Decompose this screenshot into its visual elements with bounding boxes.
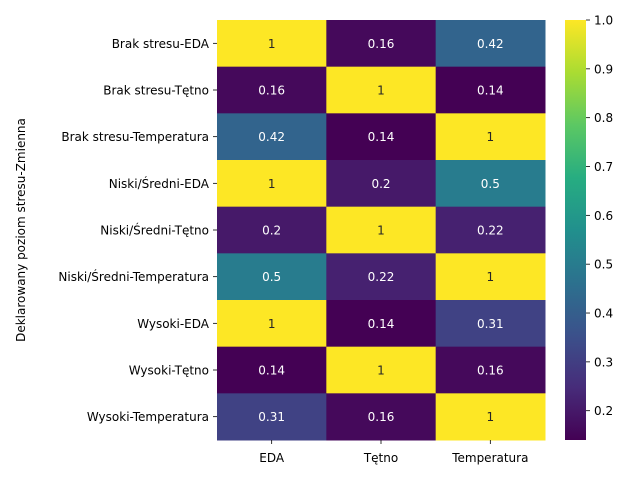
heatmap-cell bbox=[217, 346, 327, 394]
heatmap-cell-label: 0.5 bbox=[481, 177, 500, 191]
heatmap-cell bbox=[326, 206, 437, 254]
heatmap-cell-label: 0.2 bbox=[262, 224, 281, 238]
heatmap-cell bbox=[217, 300, 327, 348]
y-tick-label: Brak stresu-Tętno bbox=[103, 84, 209, 98]
colorbar-tick-label: 1.0 bbox=[594, 14, 613, 28]
y-tick-label: Niski/Średni-EDA bbox=[109, 176, 210, 191]
heatmap-cell bbox=[435, 253, 546, 301]
heatmap-cell bbox=[435, 346, 546, 394]
heatmap-cell bbox=[217, 393, 327, 441]
heatmap-cell-label: 0.16 bbox=[368, 37, 395, 51]
heatmap-cell-label: 0.14 bbox=[258, 364, 285, 378]
heatmap-cell-label: 1 bbox=[377, 364, 385, 378]
heatmap-cell-label: 0.14 bbox=[368, 317, 395, 331]
colorbar-tick-label: 0.4 bbox=[594, 307, 613, 321]
y-axis-ticks: Brak stresu-EDA Brak stresu-Tętno Brak str… bbox=[58, 37, 217, 424]
colorbar-tick-label: 0.8 bbox=[594, 111, 613, 125]
heatmap-cell-label: 0.31 bbox=[258, 410, 285, 424]
y-tick-label: Wysoki-Tętno bbox=[129, 364, 209, 378]
heatmap-cell bbox=[435, 206, 546, 254]
colorbar-tick-label: 0.9 bbox=[594, 62, 613, 76]
heatmap-cell bbox=[435, 20, 546, 68]
heatmap-cell-label: 0.16 bbox=[258, 84, 285, 98]
x-axis-ticks: EDA Tętno Temperatura bbox=[259, 440, 528, 465]
y-tick-label: Wysoki-EDA bbox=[137, 317, 210, 331]
y-tick-label: Niski/Średni-Tętno bbox=[100, 223, 209, 238]
heatmap-cells bbox=[217, 20, 546, 441]
heatmap-cell bbox=[326, 393, 437, 441]
heatmap-cell bbox=[217, 160, 327, 208]
heatmap-cell bbox=[435, 393, 546, 441]
heatmap-cell-label: 0.31 bbox=[477, 317, 504, 331]
x-tick-label: Tętno bbox=[363, 451, 398, 465]
x-tick-label: EDA bbox=[259, 451, 285, 465]
heatmap-cell-label: 0.14 bbox=[368, 130, 395, 144]
colorbar-tick-label: 0.3 bbox=[594, 355, 613, 369]
heatmap-cell bbox=[435, 160, 546, 208]
colorbar-tick-label: 0.5 bbox=[594, 258, 613, 272]
heatmap-cell bbox=[326, 346, 437, 394]
heatmap-cell-label: 1 bbox=[268, 37, 276, 51]
heatmap-cell-label: 0.42 bbox=[258, 130, 285, 144]
heatmap-cell-label: 0.16 bbox=[368, 410, 395, 424]
heatmap-cell-label: 1 bbox=[377, 84, 385, 98]
x-tick-label: Temperatura bbox=[451, 451, 528, 465]
heatmap-cell-label: 1 bbox=[268, 317, 276, 331]
heatmap-cell-label: 0.42 bbox=[477, 37, 504, 51]
heatmap-cell-label: 1 bbox=[487, 130, 495, 144]
y-tick-label: Wysoki-Temperatura bbox=[87, 410, 209, 424]
heatmap-cell bbox=[435, 300, 546, 348]
heatmap-cell-label: 0.22 bbox=[368, 270, 395, 284]
heatmap-cell bbox=[217, 66, 327, 114]
heatmap-cell bbox=[326, 253, 437, 301]
heatmap-cell-label: 0.22 bbox=[477, 224, 504, 238]
heatmap-cell bbox=[217, 253, 327, 301]
heatmap-cell bbox=[326, 66, 437, 114]
heatmap-cell-label: 1 bbox=[487, 270, 495, 284]
heatmap-cell-label: 1 bbox=[487, 410, 495, 424]
heatmap-cell bbox=[435, 113, 546, 161]
heatmap-cell bbox=[326, 300, 437, 348]
heatmap-cell bbox=[217, 206, 327, 254]
heatmap-cell bbox=[326, 113, 437, 161]
heatmap-cell-label: 0.14 bbox=[477, 84, 504, 98]
heatmap-cell-labels: 1 0.16 0.42 0.16 1 0.14 0.42 0.14 1 1 0.2 0.5 0.2 1 0.… bbox=[258, 37, 503, 424]
heatmap-cell-label: 0.2 bbox=[371, 177, 390, 191]
heatmap-cell bbox=[435, 66, 546, 114]
y-tick-label: Brak stresu-EDA bbox=[112, 37, 210, 51]
heatmap-cell bbox=[217, 113, 327, 161]
colorbar-ticks: 0.2 0.3 0.4 0.5 0.6 0.7 0.8 0.9 1.0 bbox=[586, 14, 613, 418]
heatmap-cell-label: 0.16 bbox=[477, 364, 504, 378]
heatmap-cell bbox=[326, 160, 437, 208]
y-axis-title: Deklarowany poziom stresu-Zmienna bbox=[14, 118, 28, 342]
y-tick-label: Brak stresu-Temperatura bbox=[61, 130, 209, 144]
colorbar-tick-label: 0.7 bbox=[594, 160, 613, 174]
y-tick-label: Niski/Średni-Temperatura bbox=[58, 269, 209, 284]
colorbar bbox=[565, 20, 586, 440]
heatmap-cell-label: 1 bbox=[268, 177, 276, 191]
heatmap-cell-label: 1 bbox=[377, 224, 385, 238]
heatmap-cell-label: 0.5 bbox=[262, 270, 281, 284]
heatmap-cell bbox=[326, 20, 437, 68]
colorbar-tick-label: 0.2 bbox=[594, 404, 613, 418]
colorbar-tick-label: 0.6 bbox=[594, 209, 613, 223]
heatmap-cell bbox=[217, 20, 327, 68]
